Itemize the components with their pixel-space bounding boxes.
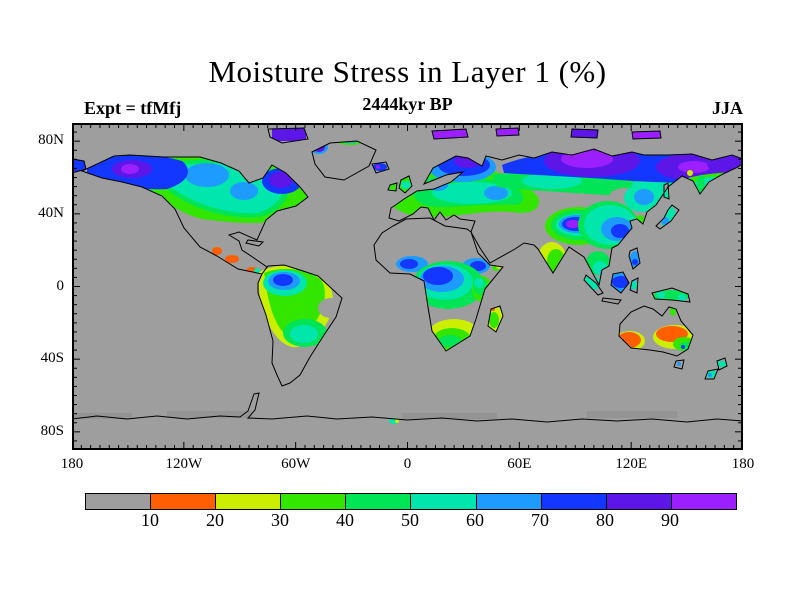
- map-plot-area: [72, 123, 743, 450]
- colorbar-label-90: 90: [661, 510, 679, 530]
- colorbar-label-20: 20: [206, 510, 224, 530]
- subtitle-time-label: 2444kyr BP: [362, 94, 453, 114]
- colorbar-segment-50-60: [411, 494, 477, 509]
- colorbar: [85, 493, 737, 510]
- lat-label-0: 0: [56, 277, 65, 294]
- lon-label-120W: 120W: [165, 456, 203, 472]
- map-border: [72, 123, 743, 450]
- lon-label-180: 180: [731, 456, 755, 472]
- lon-label-180: 180: [60, 456, 84, 472]
- colorbar-segment-70-80: [541, 494, 607, 509]
- colorbar-segment-20-30: [216, 494, 282, 509]
- lon-label-60W: 60W: [281, 456, 311, 472]
- colorbar-segment->90: [671, 494, 736, 509]
- colorbar-segment-60-70: [476, 494, 542, 509]
- colorbar-label-60: 60: [466, 510, 484, 530]
- experiment-label: Expt = tfMfj: [84, 98, 182, 118]
- colorbar-label-80: 80: [596, 510, 614, 530]
- colorbar-segment-10-20: [151, 494, 217, 509]
- lat-label-80N: 80N: [38, 132, 64, 149]
- colorbar-segment-30-40: [281, 494, 347, 509]
- colorbar-label-70: 70: [531, 510, 549, 530]
- lat-label-40S: 40S: [40, 350, 64, 367]
- lon-label-120E: 120E: [615, 456, 647, 472]
- colorbar-label-40: 40: [336, 510, 354, 530]
- colorbar-segment-80-90: [606, 494, 672, 509]
- lon-label-60E: 60E: [507, 456, 532, 472]
- lat-label-80S: 80S: [40, 422, 64, 439]
- colorbar-label-30: 30: [271, 510, 289, 530]
- colorbar-segment-40-50: [346, 494, 412, 509]
- world-map: [72, 123, 743, 450]
- colorbar-segment-<10: [86, 494, 152, 509]
- colorbar-label-50: 50: [401, 510, 419, 530]
- colorbar-label-10: 10: [141, 510, 159, 530]
- lat-label-40N: 40N: [38, 204, 64, 221]
- lon-label-0: 0: [403, 456, 412, 472]
- coastlines: [72, 127, 743, 423]
- season-label: JJA: [712, 98, 743, 118]
- page-title: Moisture Stress in Layer 1 (%): [208, 54, 607, 89]
